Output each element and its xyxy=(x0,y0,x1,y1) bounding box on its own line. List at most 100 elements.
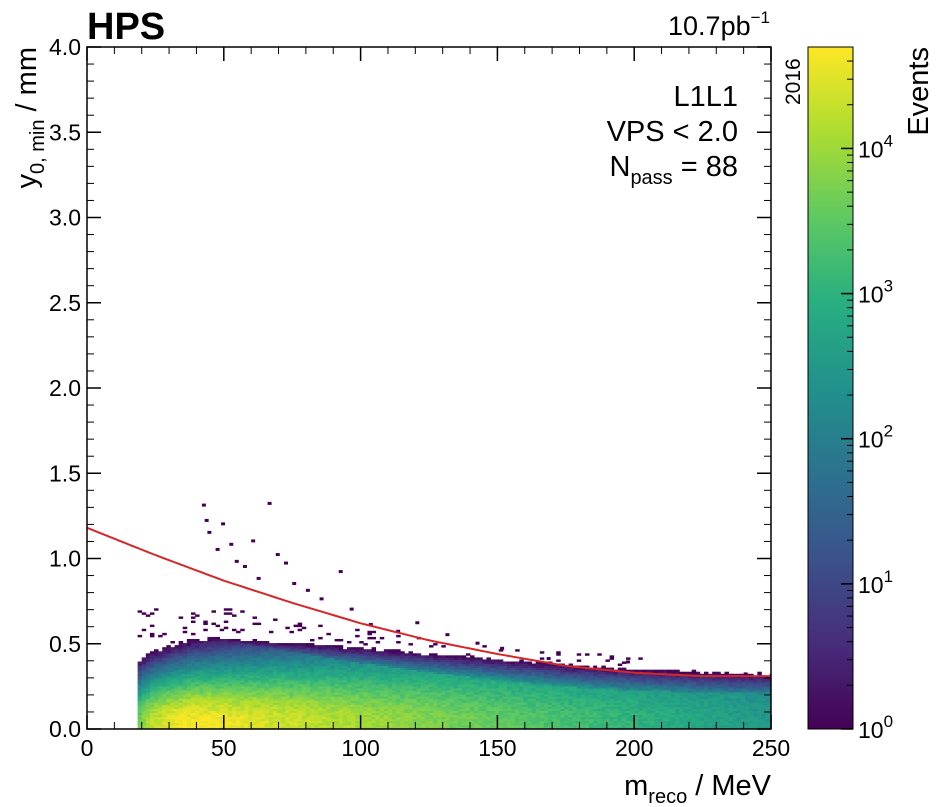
heatmap-cell xyxy=(318,722,323,726)
heatmap-cell xyxy=(461,669,467,673)
heatmap-cell xyxy=(654,696,660,699)
heatmap-cell xyxy=(662,694,668,697)
heatmap-cell xyxy=(465,698,471,701)
heatmap-cell xyxy=(396,663,401,666)
heatmap-cell xyxy=(281,694,286,697)
heatmap-cell xyxy=(207,688,212,691)
heatmap-cell xyxy=(445,714,450,718)
heatmap-cell xyxy=(203,659,208,662)
heatmap-cell xyxy=(322,649,327,652)
heatmap-cell xyxy=(658,694,664,697)
heatmap-cell xyxy=(433,671,438,675)
heatmap-cell xyxy=(429,716,434,720)
heatmap-cell xyxy=(182,720,188,724)
heatmap-cell xyxy=(285,692,290,695)
heatmap-cell xyxy=(420,706,426,709)
heatmap-cell xyxy=(281,724,286,728)
heatmap-cell xyxy=(203,620,208,624)
heatmap-cell xyxy=(252,622,258,626)
heatmap-cell xyxy=(264,671,270,675)
heatmap-cell xyxy=(601,665,606,669)
heatmap-cell xyxy=(400,694,405,697)
heatmap-cell xyxy=(408,704,413,707)
heatmap-cell xyxy=(326,714,331,718)
heatmap-cell xyxy=(630,704,635,707)
heatmap-cell xyxy=(215,714,221,718)
heatmap-cell xyxy=(375,706,381,709)
heatmap-cell xyxy=(195,675,200,679)
heatmap-cell xyxy=(285,716,290,720)
heatmap-cell xyxy=(621,708,627,711)
heatmap-cell xyxy=(650,675,656,679)
heatmap-cell xyxy=(490,726,496,729)
heatmap-cell xyxy=(375,716,381,720)
heatmap-cell xyxy=(486,663,491,666)
heatmap-cell xyxy=(211,708,216,711)
heatmap-cell xyxy=(437,706,442,709)
heatmap-cell xyxy=(593,696,598,699)
heatmap-cell xyxy=(273,661,278,664)
heatmap-cell xyxy=(338,677,344,681)
heatmap-cell xyxy=(548,677,553,681)
heatmap-cell xyxy=(671,704,676,707)
heatmap-cell xyxy=(576,683,582,687)
heatmap-cell xyxy=(248,710,253,714)
heatmap-cell xyxy=(227,686,233,689)
heatmap-cell xyxy=(535,661,541,664)
heatmap-cell xyxy=(465,671,471,675)
heatmap-cell xyxy=(671,683,676,687)
heatmap-cell xyxy=(158,698,163,701)
heatmap-cell xyxy=(301,698,307,701)
heatmap-cell xyxy=(285,671,290,675)
heatmap-cell xyxy=(301,686,307,689)
heatmap-cell xyxy=(498,704,504,707)
heatmap-cell xyxy=(646,681,652,685)
heatmap-cell xyxy=(330,718,335,722)
heatmap-cell xyxy=(305,692,311,695)
heatmap-cell xyxy=(211,673,216,677)
heatmap-cell xyxy=(400,679,405,683)
heatmap-cell xyxy=(465,706,471,709)
heatmap-cell xyxy=(203,712,208,716)
heatmap-cell xyxy=(465,710,471,714)
heatmap-cell xyxy=(277,700,282,703)
heatmap-cell xyxy=(227,673,233,677)
heatmap-cell xyxy=(519,663,524,666)
heatmap-cell xyxy=(338,663,344,666)
heatmap-cell xyxy=(215,704,221,707)
heatmap-cell xyxy=(482,706,487,709)
heatmap-cell xyxy=(519,698,524,701)
heatmap-cell xyxy=(433,683,438,687)
heatmap-cell xyxy=(556,686,561,689)
heatmap-cell xyxy=(318,651,323,654)
heatmap-cell xyxy=(424,692,430,695)
heatmap-cell xyxy=(145,667,151,671)
heatmap-cell xyxy=(482,710,487,714)
heatmap-cell xyxy=(346,686,352,689)
heatmap-cell xyxy=(236,657,241,660)
heatmap-cell xyxy=(424,700,430,703)
heatmap-cell xyxy=(166,692,171,695)
heatmap-cell xyxy=(199,671,204,675)
heatmap-cell xyxy=(392,692,397,695)
heatmap-cell xyxy=(498,696,504,699)
heatmap-cell xyxy=(305,677,311,681)
heatmap-cell xyxy=(453,692,459,695)
heatmap-cell xyxy=(268,675,274,679)
heatmap-cell xyxy=(502,679,508,683)
heatmap-cell xyxy=(351,690,356,693)
heatmap-cell xyxy=(658,683,664,687)
heatmap-cell xyxy=(346,714,352,718)
heatmap-cell xyxy=(260,657,266,660)
heatmap-cell xyxy=(478,726,483,729)
heatmap-cell xyxy=(597,710,602,714)
heatmap-cell xyxy=(408,671,413,675)
heatmap-cell xyxy=(408,681,413,685)
heatmap-cell xyxy=(416,710,422,714)
heatmap-cell xyxy=(667,669,672,673)
heatmap-cell xyxy=(470,720,475,724)
heatmap-cell xyxy=(556,653,561,656)
heatmap-cell xyxy=(371,649,377,652)
heatmap-cell xyxy=(543,714,549,718)
heatmap-cell xyxy=(277,677,282,681)
